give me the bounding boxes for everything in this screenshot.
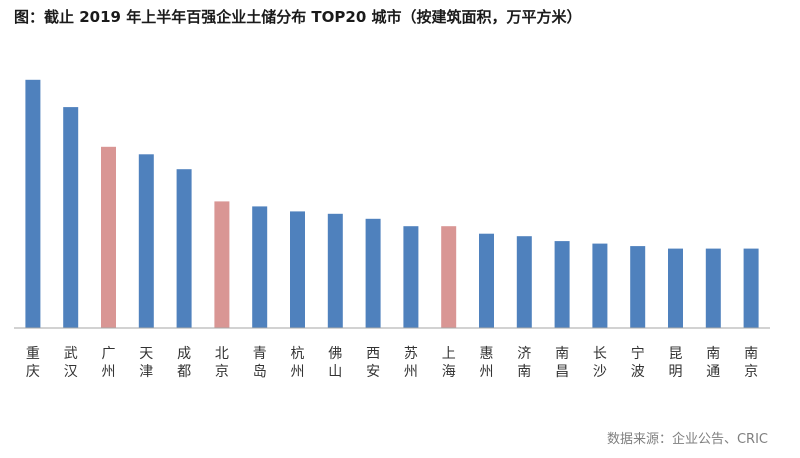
x-tick-label-6: 青岛 xyxy=(253,346,267,380)
bar-4 xyxy=(176,169,192,328)
x-tick-label-2: 广州 xyxy=(102,346,116,380)
bar-12 xyxy=(479,233,494,328)
x-tick-label-18: 南通 xyxy=(706,346,720,380)
bar-10 xyxy=(403,226,419,328)
bar-2 xyxy=(101,146,116,328)
bar-6 xyxy=(252,206,268,328)
x-tick-label-0: 重庆 xyxy=(26,346,40,380)
bar-7 xyxy=(290,211,305,328)
x-tick-label-12: 惠州 xyxy=(480,346,494,380)
x-tick-label-11: 上海 xyxy=(442,346,456,380)
bar-19 xyxy=(743,248,759,328)
x-tick-label-19: 南京 xyxy=(744,346,758,380)
x-tick-label-7: 杭州 xyxy=(291,346,305,380)
x-tick-label-17: 昆明 xyxy=(669,346,683,380)
x-tick-label-15: 长沙 xyxy=(593,346,607,380)
x-tick-label-5: 北京 xyxy=(215,346,229,380)
x-tick-label-10: 苏州 xyxy=(404,346,418,380)
bar-9 xyxy=(365,218,381,328)
bar-11 xyxy=(441,226,457,328)
bar-13 xyxy=(516,236,532,328)
x-tick-label-14: 南昌 xyxy=(555,346,569,380)
bars-group xyxy=(25,79,759,328)
bar-1 xyxy=(63,107,79,328)
chart-title: 图：截止 2019 年上半年百强企业土储分布 TOP20 城市（按建筑面积，万平… xyxy=(14,8,582,26)
bar-14 xyxy=(554,241,570,328)
bar-18 xyxy=(705,248,721,328)
x-tick-label-16: 宁波 xyxy=(631,345,645,380)
x-tick-label-4: 成都 xyxy=(177,346,191,380)
x-tick-label-1: 武汉 xyxy=(64,346,78,380)
bar-0 xyxy=(25,79,41,328)
x-tick-label-13: 济南 xyxy=(517,346,531,380)
bar-17 xyxy=(668,248,683,328)
bar-16 xyxy=(630,246,646,328)
bar-3 xyxy=(138,154,154,328)
bar-15 xyxy=(592,243,608,328)
x-tick-label-3: 天津 xyxy=(139,346,153,380)
bar-5 xyxy=(214,201,230,328)
source-note: 数据来源：企业公告、CRIC xyxy=(606,432,768,447)
x-tick-label-8: 佛山 xyxy=(328,346,342,380)
x-tick-label-9: 西安 xyxy=(366,346,380,380)
bar-8 xyxy=(327,213,343,328)
